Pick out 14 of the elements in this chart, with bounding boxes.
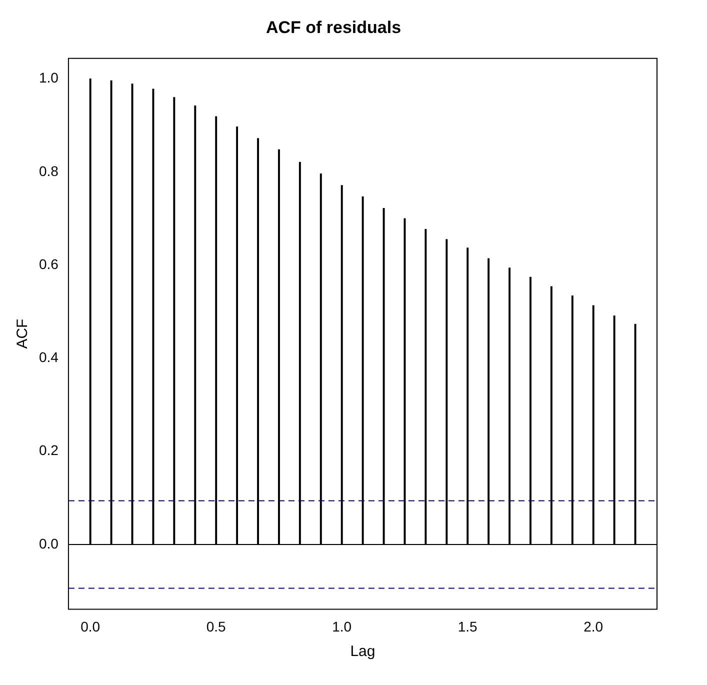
x-axis-title: Lag [350,643,376,660]
y-tick-label: 0.8 [38,162,59,179]
y-axis-title: ACF [14,318,32,349]
chart-title: ACF of residuals [266,18,402,37]
x-tick-label: 0.0 [80,618,100,634]
x-tick-label: 1.5 [458,618,478,634]
y-tick-label: 0.6 [38,256,59,272]
x-tick-label: 2.0 [584,618,604,634]
y-tick-label: 0.2 [38,442,59,458]
y-tick-label: 0.0 [38,535,59,552]
y-tick-label: 1.0 [38,70,59,86]
x-tick-label: 0.5 [206,618,226,634]
y-tick-label: 0.4 [38,349,59,366]
x-tick-label: 1.0 [332,618,352,634]
